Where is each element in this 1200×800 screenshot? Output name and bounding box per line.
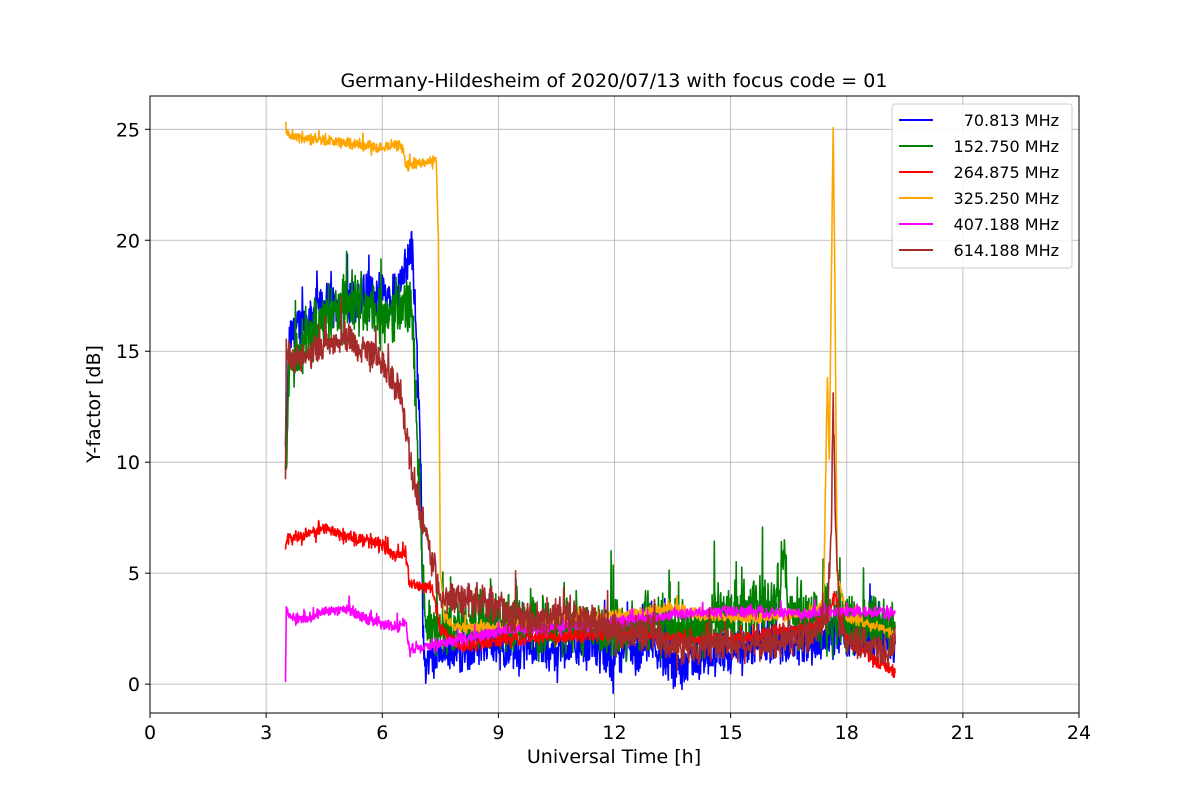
y-axis: 0 5 10 15 20 25 [116,119,150,696]
y-axis-label: Y-factor [dB] [83,345,105,464]
y-tick-label: 10 [116,452,140,474]
series-layer [284,121,896,695]
x-tick-label: 12 [602,722,626,744]
y-tick-label: 20 [116,230,140,252]
x-tick-label: 9 [492,722,504,744]
legend: 70.813 MHz 152.750 MHz 264.875 MHz 325.250 … [891,103,1073,269]
y-tick-label: 15 [116,341,140,363]
x-tick-label: 0 [144,722,156,744]
x-axis-label: Universal Time [h] [527,746,701,768]
y-tick-label: 0 [128,674,140,696]
legend-label: 152.750 MHz [954,137,1059,156]
legend-box [891,103,1073,269]
x-tick-label: 21 [951,722,975,744]
series-line [284,296,896,671]
legend-label: 70.813 MHz [964,111,1059,130]
series-line [284,250,896,663]
y-tick-label: 5 [128,563,140,585]
x-tick-label: 3 [260,722,272,744]
chart-title: Germany-Hildesheim of 2020/07/13 with fo… [341,70,888,92]
x-axis: 0 3 6 9 12 15 18 21 24 [144,713,1091,744]
legend-label: 407.188 MHz [954,215,1059,234]
x-tick-label: 24 [1067,722,1091,744]
legend-label: 325.250 MHz [954,189,1059,208]
y-tick-label: 25 [116,119,140,141]
x-tick-label: 15 [719,722,743,744]
legend-label: 614.188 MHz [954,241,1059,260]
series-line [284,121,896,645]
x-tick-label: 6 [376,722,388,744]
x-tick-label: 18 [835,722,859,744]
legend-label: 264.875 MHz [954,163,1059,182]
